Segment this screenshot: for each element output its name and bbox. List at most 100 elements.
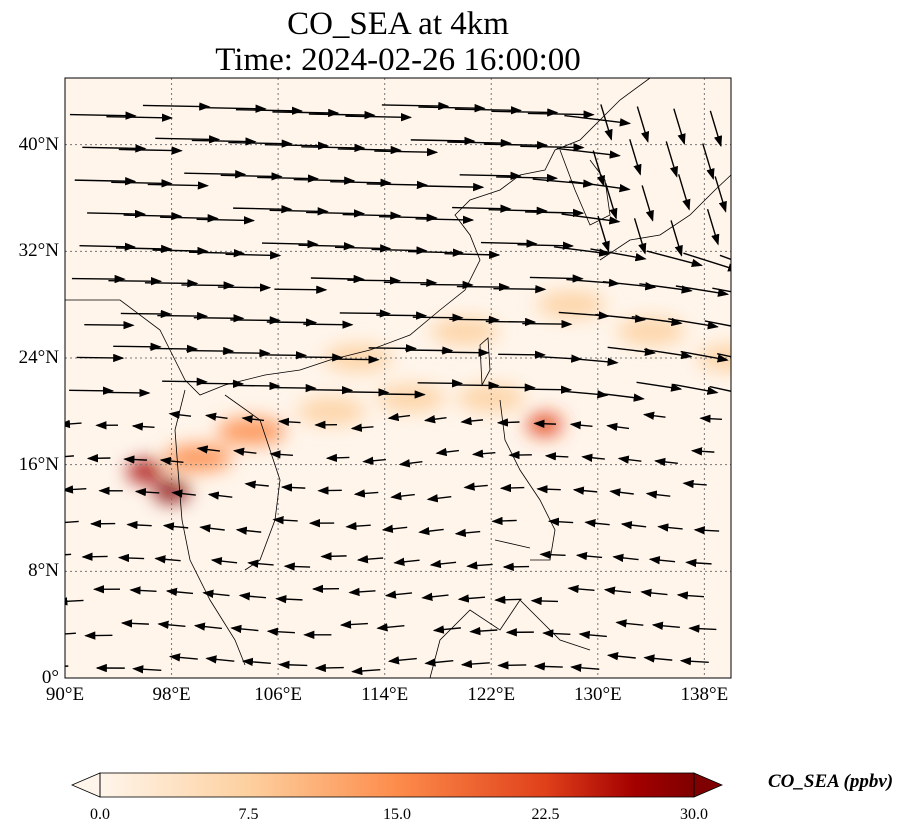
wind-vector [241,414,265,424]
wind-vector [712,287,731,293]
plume-point [297,397,366,426]
wind-vector [556,147,621,159]
wind-vector [612,553,639,563]
wind-vector [536,485,561,494]
wind-vector [639,283,693,294]
colorbar-tick-label: 22.5 [531,806,560,823]
wind-vector [567,584,595,594]
wind-vector [547,517,574,526]
wind-vector [418,103,486,113]
wind-vector [381,101,450,111]
wind-vector [499,483,525,493]
wind-vector [571,357,619,367]
x-tick-label: 98°E [152,684,191,705]
wind-vector [366,180,429,190]
wind-vector [463,482,488,491]
wind-vector [71,274,126,284]
wind-vector [238,592,267,601]
colorbar-tick-label: 30.0 [680,806,708,823]
wind-vector [345,521,371,531]
wind-vector [530,596,558,606]
wind-vector [584,519,610,528]
wind-vector [348,587,376,597]
title-line-1: CO_SEA at 4km [287,6,509,42]
wind-vector [717,353,731,358]
wind-vector [244,480,269,489]
wind-vector [615,619,644,628]
plume-point [324,344,393,372]
wind-vector [207,491,233,500]
wind-vector [709,385,731,392]
wind-vector [480,239,538,248]
wind-vector [491,516,517,526]
wind-vector [202,589,230,599]
wind-vector [466,561,493,570]
wind-vector [356,555,384,564]
wind-vector [688,624,717,633]
wind-vector [259,351,308,360]
wind-vector [220,172,283,181]
wind-vector [490,383,536,392]
wind-vector [498,350,547,359]
wind-vector [280,483,306,492]
wind-vector [606,652,636,661]
x-tick-label: 122°E [467,684,516,705]
wind-vector [636,106,650,143]
wind-vector [679,657,709,666]
wind-vector [147,181,209,190]
wind-vector [168,653,198,662]
wind-vector [371,246,428,255]
wind-vector [69,386,115,395]
wind-vector [157,620,186,629]
wind-vector [387,412,411,422]
wind-vector [529,274,584,283]
wind-vector [310,274,365,284]
wind-vector [398,459,423,468]
wind-vector [193,314,245,323]
wind-vector [633,218,647,255]
wind-vector [235,106,304,116]
wind-vector [283,562,311,571]
wind-vector [435,447,459,457]
y-tick-label: 24°N [18,347,59,368]
wind-vector [162,522,189,531]
wind-vector [381,524,408,534]
wind-vector [131,422,155,431]
wind-vector [393,557,420,566]
wind-vector [65,597,84,606]
colorbar-tick-label: 7.5 [238,806,259,823]
wind-vector [645,490,671,499]
wind-vector [719,254,731,261]
x-tick-label: 114°E [361,684,409,705]
wind-vector [193,622,222,631]
coastline-taiwan [479,337,491,387]
wind-vector [271,383,317,393]
wind-vector [693,526,720,535]
wind-vector [459,171,522,181]
wind-vector [142,102,211,111]
wind-vector [680,350,729,363]
wind-vector [454,528,481,538]
wind-vector [65,485,87,494]
wind-vector [496,418,520,427]
y-tick-label: 0° [41,667,59,688]
wind-vector [493,284,547,294]
wind-vector [539,550,566,559]
coastline-japan [599,174,731,261]
colorbar-tick-label: 15.0 [383,806,411,823]
plume-point [377,384,446,412]
wind-vector [205,655,235,664]
plume-point [537,290,606,319]
wind-vector [132,665,162,674]
wind-vector [644,348,693,360]
wind-vector [381,390,426,399]
wind-vector [334,244,392,253]
coastline-borneo [429,599,591,678]
wind-vector [314,663,344,673]
wind-vector [672,383,719,395]
colorbar-extend-max [693,772,724,798]
wind-vector [160,214,219,223]
y-tick-label: 32°N [18,240,59,262]
wind-vector [673,108,686,146]
wind-vector [65,455,74,458]
